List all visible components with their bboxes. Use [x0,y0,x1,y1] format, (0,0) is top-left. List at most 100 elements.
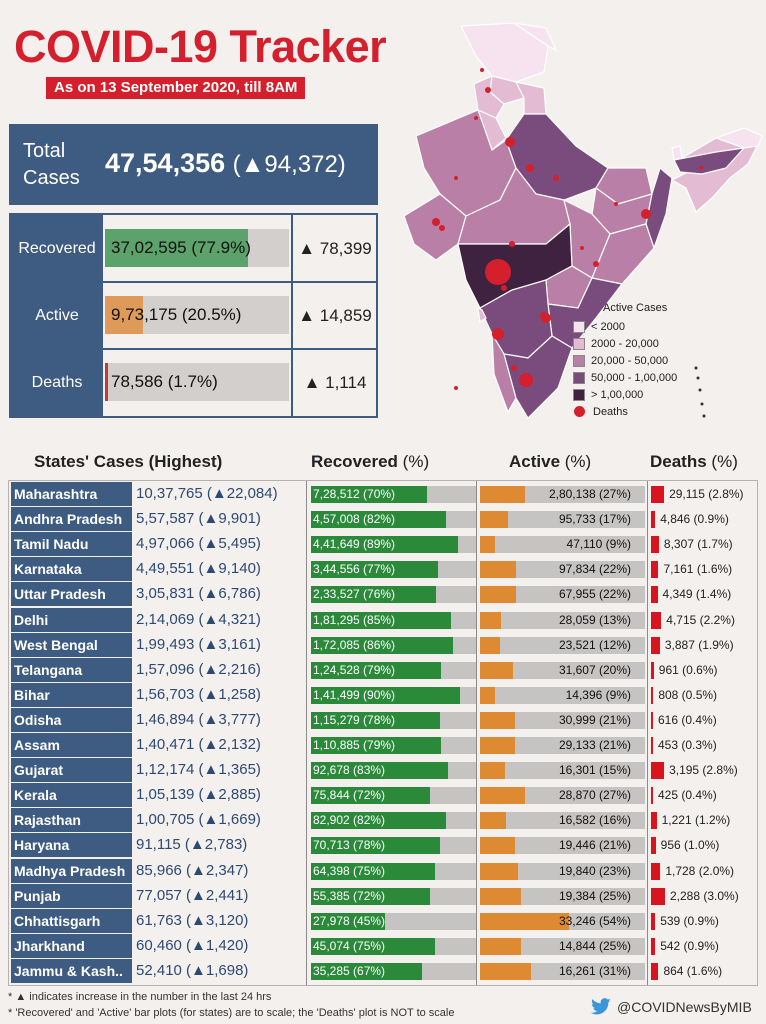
recovered-bar-fill [311,661,442,679]
legend-label: 2000 - 20,000 [591,337,659,350]
deaths-value: 956 (1.0%) [660,838,720,853]
state-cases: 5,57,587 (▲9,901) [136,510,261,528]
recovered-value: 3,44,556 (77%) [313,562,396,577]
death-marker [519,373,533,387]
recovered-bar-fill [311,812,447,830]
recovered-bar-fill [311,536,458,554]
state-cases: 1,05,139 (▲2,885) [136,786,261,804]
deaths-value: 4,715 (2.2%) [666,612,735,627]
total-cases-value: 47,54,356 (▲94,372) [105,148,346,179]
deaths-bar-fill [651,787,653,805]
active-bar-fill [480,586,517,604]
legend-swatch [573,388,585,401]
recovered-value: 1,10,885 (79%) [313,738,396,752]
death-marker [454,386,458,390]
recovered-bar: 1,41,499 (90%) [311,686,476,704]
summary-bar-fill [105,363,109,401]
recovered-bar: 55,385 (72%) [311,887,476,905]
active-value: 19,446 (21%) [558,838,631,853]
active-bar-fill [480,737,515,754]
recovered-bar-fill [311,686,460,704]
active-bar: 19,446 (21%) [480,837,645,855]
state-name: Odisha [11,707,132,732]
map-region-assam [673,147,746,175]
table-row: Haryana 91,115 (▲2,783) 70,713 (78%) 19,446… [9,832,757,858]
summary-row-deaths: Deaths 78,586 (1.7%) ▲ 1,114 [11,349,376,416]
active-bar: 16,261 (31%) [480,962,645,980]
active-value: 16,261 (31%) [558,963,631,978]
recovered-bar-fill [311,937,435,955]
deaths-value: 1,728 (2.0%) [665,863,735,878]
recovered-bar-fill [311,561,439,579]
active-value: 33,246 (54%) [558,913,631,928]
legend-label: 20,000 - 50,000 [591,354,669,367]
states-table: Maharashtra 10,37,765 (▲22,084) 7,28,512 (… [8,480,758,986]
deaths-value: 8,307 (1.7%) [663,537,733,552]
active-bar: 95,733 (17%) [480,511,645,529]
active-value: 67,955 (22%) [558,587,631,602]
total-cases-box: Total Cases 47,54,356 (▲94,372) [9,124,378,205]
table-row: Tamil Nadu 4,97,066 (▲5,495) 4,41,649 (89%… [9,531,757,557]
table-row: West Bengal 1,99,493 (▲3,161) 1,72,085 (86… [9,632,757,657]
deaths-bar-fill [651,636,660,654]
deaths-value: 3,195 (2.8%) [669,763,738,778]
active-bar-fill [480,686,495,704]
active-bar-fill [480,862,518,880]
summary-bar-fill [105,296,143,334]
map-region-odisha [591,223,655,285]
map-region-kerala [491,333,517,414]
deaths-value: 542 (0.9%) [660,938,719,953]
state-cases: 60,460 (▲1,420) [136,936,249,954]
death-marker [505,137,515,147]
legend-swatch [573,337,585,350]
state-name: Madhya Pradesh [11,858,132,883]
legend-swatch [573,371,585,384]
recovered-value: 1,81,295 (85%) [313,612,396,627]
deaths-value: 453 (0.3%) [658,738,717,752]
table-row: Uttar Pradesh 3,05,831 (▲6,786) 2,33,527 (… [9,581,757,607]
recovered-bar: 2,33,527 (76%) [311,586,476,604]
legend-label: > 1,00,000 [591,388,644,401]
active-bar-fill [480,611,502,629]
state-cases: 10,37,765 (▲22,084) [136,485,278,502]
map-region-goa [477,306,487,324]
active-bar: 14,396 (9%) [480,686,645,704]
state-cases: 61,763 (▲3,120) [136,911,249,929]
deaths-value: 1,221 (1.2%) [661,813,731,828]
recovered-bar: 1,81,295 (85%) [311,611,476,629]
active-bar: 2,80,138 (27%) [480,486,645,503]
deaths-bar-fill [651,737,653,754]
state-name: Delhi [11,607,132,632]
legend-swatch [573,320,585,333]
state-name: Andhra Pradesh [11,507,132,532]
recovered-bar-fill [311,837,440,855]
table-row: Bihar 1,56,703 (▲1,258) 1,41,499 (90%) 14,3… [9,682,757,707]
active-bar-fill [480,837,515,855]
death-marker [454,176,458,180]
deaths-bar-fill [651,511,656,529]
death-marker [439,225,445,231]
table-headers: States' Cases (Highest) Recovered (%) Ac… [0,452,766,478]
active-bar: 30,999 (21%) [480,711,645,729]
active-value: 29,133 (21%) [558,738,631,752]
deaths-value: 3,887 (1.9%) [664,637,734,652]
table-row: Punjab 77,057 (▲2,441) 55,385 (72%) 19,384 … [9,883,757,908]
recovered-value: 4,57,008 (82%) [313,512,396,527]
recovered-bar: 70,713 (78%) [311,837,476,855]
recovered-value: 70,713 (78%) [313,838,386,853]
date-banner: As on 13 September 2020, till 8AM [46,77,306,99]
recovered-value: 64,398 (75%) [313,863,386,878]
death-marker [593,261,599,267]
recovered-bar: 4,57,008 (82%) [311,511,476,529]
state-name: Rajasthan [11,808,132,833]
recovered-value: 1,24,528 (79%) [313,662,396,677]
legend-item-deaths: Deaths [573,403,677,420]
map-region-sikkim [671,145,683,161]
summary-bar-fill [105,229,249,267]
recovered-value: 75,844 (72%) [313,788,386,803]
recovered-bar: 75,844 (72%) [311,787,476,805]
recovered-bar-fill [311,586,437,604]
recovered-bar: 45,074 (75%) [311,937,476,955]
legend-label: < 2000 [591,320,625,333]
deaths-bar-fill [651,611,662,629]
